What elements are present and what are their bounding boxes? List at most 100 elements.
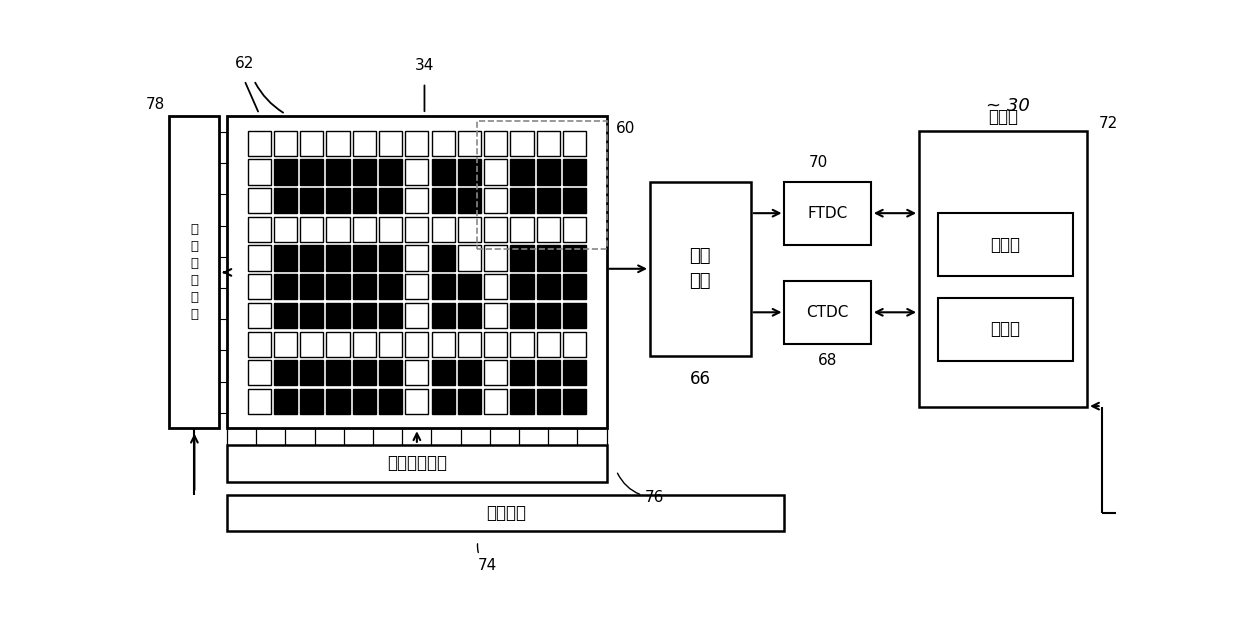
Bar	[563, 274, 587, 300]
Bar	[227, 116, 606, 428]
Bar	[563, 217, 587, 242]
Text: 74: 74	[477, 544, 497, 573]
Bar	[248, 389, 270, 414]
Bar	[274, 160, 298, 185]
Bar	[405, 188, 429, 214]
Bar	[484, 332, 507, 357]
Bar	[432, 360, 455, 386]
Bar	[326, 160, 350, 185]
Bar	[300, 360, 324, 386]
Bar	[300, 389, 324, 414]
Bar	[352, 217, 376, 242]
Bar	[405, 246, 429, 271]
Bar	[274, 188, 298, 214]
Bar	[300, 217, 324, 242]
Bar	[379, 389, 402, 414]
Bar	[379, 131, 402, 156]
Text: CTDC: CTDC	[806, 305, 849, 320]
Bar	[484, 274, 507, 300]
Bar	[352, 303, 376, 328]
Bar	[227, 495, 785, 531]
Bar	[352, 188, 376, 214]
Text: 垂
直
寻
址
电
路: 垂 直 寻 址 电 路	[191, 224, 198, 322]
Bar	[432, 332, 455, 357]
Bar	[300, 274, 324, 300]
Bar	[326, 217, 350, 242]
Bar	[511, 131, 533, 156]
Bar	[650, 181, 750, 356]
Bar	[477, 121, 606, 249]
Bar	[274, 332, 298, 357]
Bar	[458, 160, 481, 185]
Bar	[432, 160, 455, 185]
Bar	[458, 389, 481, 414]
Bar	[352, 274, 376, 300]
Bar	[785, 281, 870, 344]
Bar	[563, 389, 587, 414]
Bar	[432, 217, 455, 242]
Bar	[919, 131, 1087, 406]
Bar	[248, 303, 270, 328]
Bar	[326, 303, 350, 328]
Bar	[326, 274, 350, 300]
Bar	[326, 246, 350, 271]
Bar	[458, 303, 481, 328]
Text: 78: 78	[145, 97, 165, 112]
Bar	[432, 303, 455, 328]
Bar	[352, 160, 376, 185]
Bar	[405, 160, 429, 185]
Bar	[274, 360, 298, 386]
Bar	[300, 246, 324, 271]
Bar	[326, 188, 350, 214]
Bar	[458, 274, 481, 300]
Text: 处理器: 处理器	[991, 320, 1021, 338]
Bar	[432, 246, 455, 271]
Bar	[939, 298, 1073, 360]
Bar	[511, 389, 533, 414]
Bar	[458, 217, 481, 242]
Bar	[537, 360, 559, 386]
Bar	[405, 131, 429, 156]
Bar	[274, 217, 298, 242]
Bar	[379, 217, 402, 242]
Bar	[537, 246, 559, 271]
Bar	[537, 274, 559, 300]
Bar	[537, 389, 559, 414]
Bar	[405, 360, 429, 386]
Bar	[248, 360, 270, 386]
Bar	[300, 160, 324, 185]
Bar	[405, 274, 429, 300]
Bar	[379, 332, 402, 357]
Bar	[537, 332, 559, 357]
Bar	[511, 332, 533, 357]
Bar	[300, 188, 324, 214]
Bar	[352, 246, 376, 271]
Bar	[326, 389, 350, 414]
Bar	[405, 303, 429, 328]
Bar	[458, 360, 481, 386]
Bar	[511, 217, 533, 242]
Bar	[170, 116, 219, 428]
Bar	[458, 188, 481, 214]
Bar	[563, 332, 587, 357]
Bar	[379, 246, 402, 271]
Text: 60: 60	[616, 121, 636, 136]
Bar	[248, 131, 270, 156]
Bar	[379, 360, 402, 386]
Text: 72: 72	[1099, 116, 1118, 131]
Bar	[405, 217, 429, 242]
Bar	[248, 217, 270, 242]
Text: 控制器: 控制器	[988, 108, 1018, 126]
Bar	[274, 131, 298, 156]
Bar	[458, 246, 481, 271]
Bar	[939, 213, 1073, 276]
Bar	[352, 332, 376, 357]
Bar	[248, 332, 270, 357]
Text: 逻辑
电路: 逻辑 电路	[689, 247, 711, 290]
Text: 62: 62	[234, 55, 254, 70]
Bar	[484, 217, 507, 242]
Bar	[484, 188, 507, 214]
Bar	[379, 274, 402, 300]
Bar	[432, 389, 455, 414]
Bar	[405, 389, 429, 414]
